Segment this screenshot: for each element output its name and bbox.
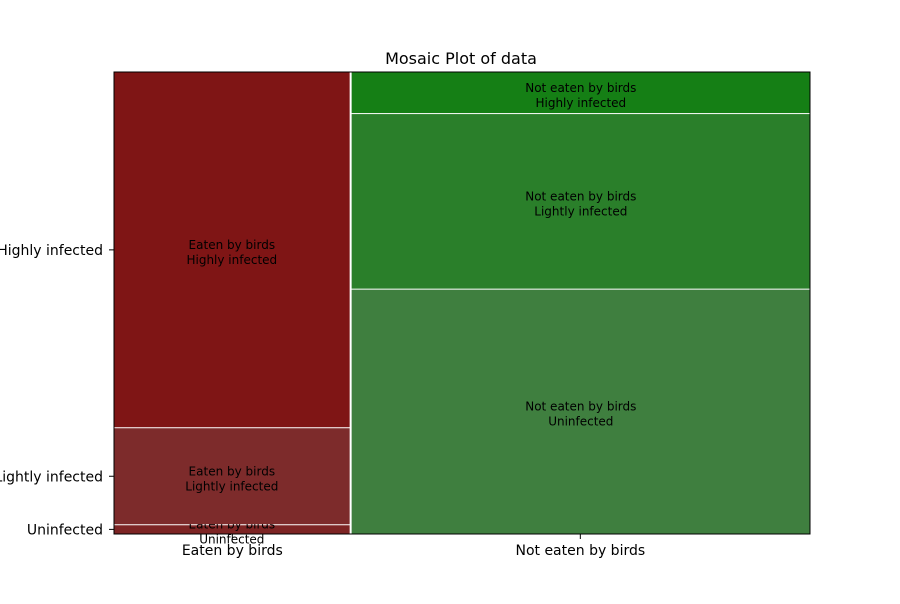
mosaic-cell-not-eaten-by-birds-uninfected (351, 289, 810, 534)
cell-label-line2: Highly infected (535, 96, 626, 110)
cell-label-line2: Uninfected (199, 532, 264, 546)
x-tick-label-eaten-by-birds: Eaten by birds (182, 543, 283, 559)
cell-label-not-eaten-by-birds-uninfected: Not eaten by birds Uninfected (525, 400, 636, 429)
cell-label-line2: Lightly infected (185, 479, 278, 493)
cell-label-line1: Not eaten by birds (525, 400, 636, 414)
cell-label-eaten-by-birds-highly-infected: Eaten by birds Highly infected (186, 238, 277, 267)
x-tick-group: Eaten by birds Not eaten by birds (182, 534, 645, 559)
mosaic-cell-eaten-by-birds-highly-infected (114, 72, 350, 428)
cell-label-line2: Uninfected (548, 415, 613, 429)
chart-title: Mosaic Plot of data (385, 49, 537, 68)
cell-label-line2: Lightly infected (534, 204, 627, 218)
cell-label-eaten-by-birds-lightly-infected: Eaten by birds Lightly infected (185, 464, 278, 493)
cell-label-line2: Highly infected (186, 253, 277, 267)
y-tick-label-uninfected: Uninfected (27, 522, 103, 538)
plot-frame (113, 71, 811, 535)
cell-label-line1: Not eaten by birds (525, 189, 636, 203)
cell-label-line1: Eaten by birds (189, 238, 276, 252)
mosaic-cell-eaten-by-birds-uninfected (114, 525, 350, 534)
y-tick-label-highly-infected: Highly infected (0, 243, 103, 259)
cell-label-not-eaten-by-birds-highly-infected: Not eaten by birds Highly infected (525, 81, 636, 110)
cell-label-line1: Not eaten by birds (525, 81, 636, 95)
mosaic-cell-eaten-by-birds-lightly-infected (114, 428, 350, 525)
y-tick-group: Uninfected Lightly infected Highly infecte… (0, 243, 114, 538)
mosaic-cell-not-eaten-by-birds-highly-infected (351, 72, 810, 114)
cell-label-line1: Eaten by birds (189, 464, 276, 478)
mosaic-cell-not-eaten-by-birds-lightly-infected (351, 114, 810, 289)
y-tick-label-lightly-infected: Lightly infected (0, 469, 103, 485)
x-tick-label-not-eaten-by-birds: Not eaten by birds (515, 543, 645, 559)
cell-label-not-eaten-by-birds-lightly-infected: Not eaten by birds Lightly infected (525, 189, 636, 218)
